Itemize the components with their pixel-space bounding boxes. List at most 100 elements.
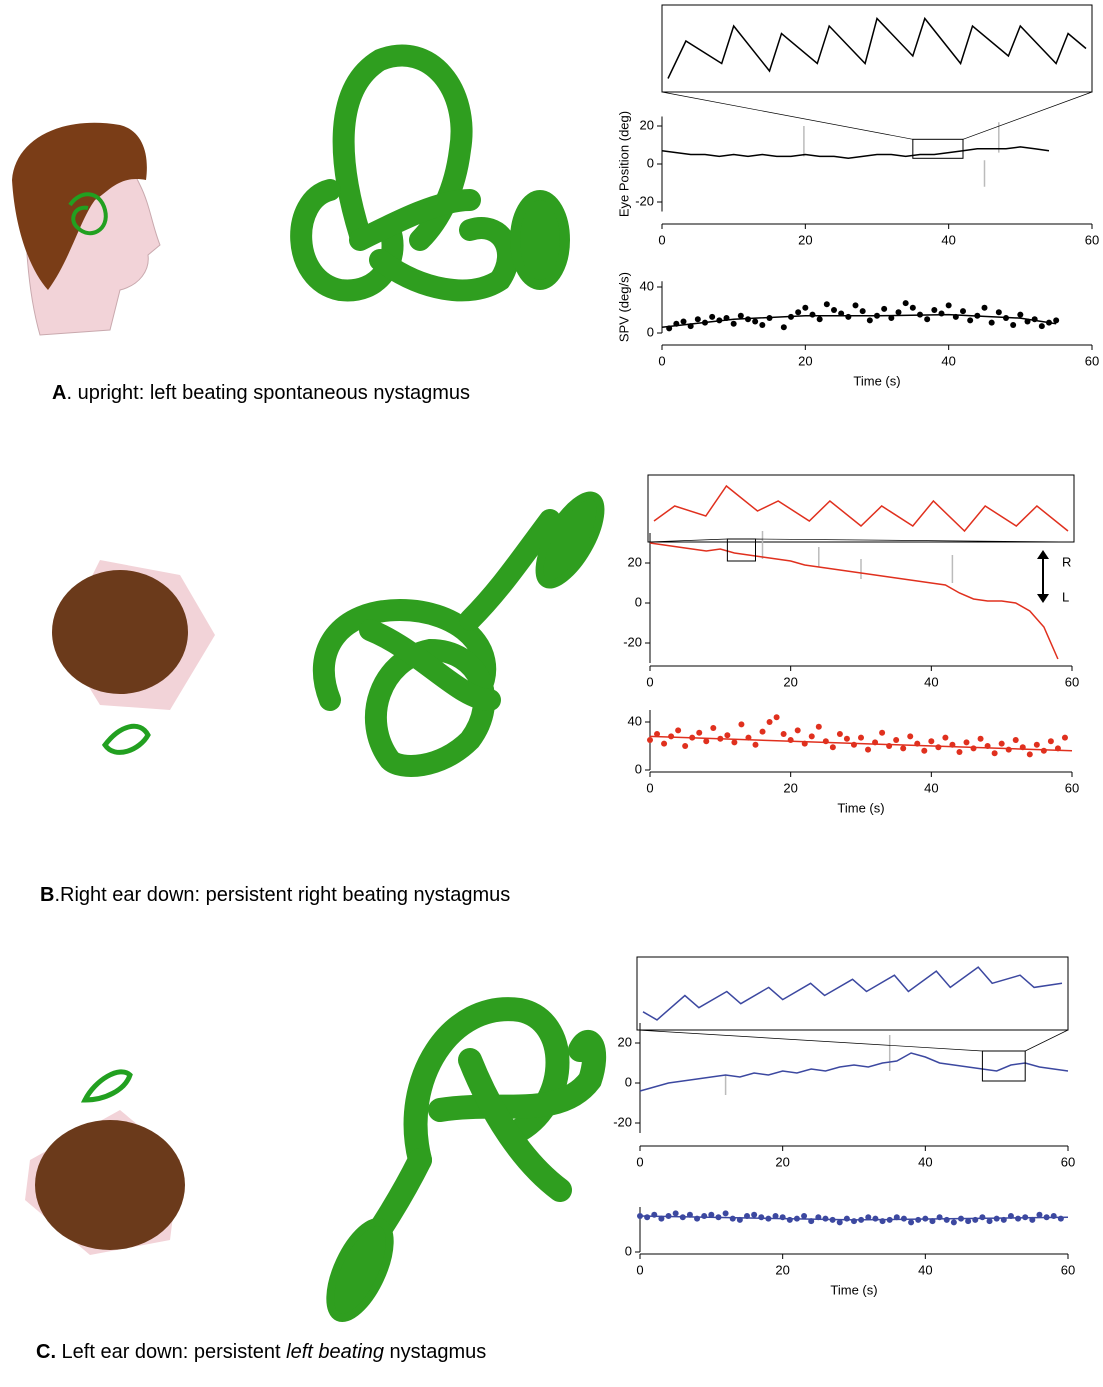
x-tick-label: 20 <box>775 1262 789 1277</box>
point <box>815 723 822 730</box>
x-axis-label: Time (s) <box>830 1282 877 1297</box>
y-tick-label: 40 <box>628 713 642 728</box>
point <box>908 1219 915 1226</box>
point <box>963 739 970 746</box>
point <box>907 733 914 740</box>
point <box>893 737 900 743</box>
point <box>795 309 802 316</box>
point <box>859 308 866 315</box>
point <box>902 300 909 307</box>
point <box>802 304 809 311</box>
x-tick-label: 40 <box>924 780 938 795</box>
annotation: R <box>1062 554 1071 569</box>
point <box>831 307 837 313</box>
point <box>680 318 687 325</box>
trace <box>661 146 1050 160</box>
zoom-connector <box>1025 1029 1069 1052</box>
y-tick-label: -20 <box>613 1114 632 1129</box>
x-tick-label: 60 <box>1085 232 1099 247</box>
point <box>960 308 966 315</box>
caption: B.Right ear down: persistent right beati… <box>40 884 510 906</box>
point <box>809 311 816 318</box>
point <box>872 1215 879 1222</box>
point <box>991 750 998 757</box>
point <box>709 313 716 320</box>
point <box>682 743 689 749</box>
y-tick-label: 0 <box>647 324 654 339</box>
point <box>822 1215 829 1222</box>
point <box>965 1218 972 1225</box>
point <box>943 1216 950 1223</box>
point <box>708 1211 715 1218</box>
x-tick-label: 0 <box>646 674 653 689</box>
caption-text: nystagmus <box>384 1341 486 1363</box>
point <box>851 1218 857 1225</box>
y-tick-label: 0 <box>625 1243 632 1258</box>
point <box>950 1219 957 1226</box>
point <box>967 317 974 324</box>
zoom-box <box>981 1050 1026 1082</box>
point <box>858 734 864 741</box>
point <box>710 725 717 731</box>
x-tick-label: 40 <box>941 232 955 247</box>
point <box>1012 737 1019 743</box>
trace <box>724 1035 891 1095</box>
point <box>730 320 737 327</box>
x-tick-label: 60 <box>1085 353 1099 368</box>
point <box>722 1210 729 1217</box>
trace <box>649 542 1059 660</box>
caption: C. Left ear down: persistent left beatin… <box>36 1341 486 1363</box>
caption-text: .Right ear down: persistent right beatin… <box>54 884 510 906</box>
point <box>696 729 703 736</box>
x-tick-label: 20 <box>798 353 812 368</box>
point <box>759 321 766 328</box>
point <box>1057 1215 1064 1222</box>
head-profile <box>12 122 161 336</box>
head-top <box>25 1069 185 1255</box>
point <box>701 1213 708 1219</box>
x-tick-label: 0 <box>636 1154 643 1169</box>
y-tick-label: -20 <box>623 634 642 649</box>
x-tick-label: 0 <box>636 1262 643 1277</box>
point <box>881 305 888 312</box>
point <box>780 324 787 331</box>
zoom-connector <box>661 91 913 140</box>
x-tick-label: 40 <box>941 353 955 368</box>
caption-letter: B <box>40 884 54 906</box>
inset-frame <box>661 4 1093 93</box>
point <box>1040 747 1047 754</box>
point <box>829 744 836 751</box>
x-axis-label: Time (s) <box>837 800 884 815</box>
point <box>895 309 902 316</box>
point <box>988 319 995 326</box>
point <box>758 1214 765 1221</box>
caption-letter: C. <box>36 1341 56 1363</box>
point <box>931 307 938 313</box>
point <box>921 747 928 754</box>
point <box>808 733 815 740</box>
zoom-connector <box>962 91 1093 140</box>
trace <box>667 16 1087 79</box>
point <box>945 302 952 309</box>
point <box>843 1215 850 1222</box>
zoom-box <box>912 138 964 159</box>
point <box>794 727 801 734</box>
y-tick-label: 20 <box>618 1034 632 1049</box>
point <box>979 1214 986 1221</box>
point <box>1053 317 1060 324</box>
x-tick-label: 40 <box>924 674 938 689</box>
head-top <box>52 560 215 755</box>
x-tick-label: 60 <box>1061 1262 1075 1277</box>
x-tick-label: 60 <box>1065 780 1079 795</box>
trace <box>639 1052 1069 1092</box>
point <box>1017 311 1024 318</box>
point <box>981 304 988 311</box>
point <box>935 744 942 751</box>
point <box>843 735 850 742</box>
x-tick-label: 20 <box>783 674 797 689</box>
point <box>772 1213 779 1219</box>
y-axis-label: SPV (deg/s) <box>616 272 631 342</box>
point <box>838 310 845 317</box>
point <box>654 731 661 737</box>
